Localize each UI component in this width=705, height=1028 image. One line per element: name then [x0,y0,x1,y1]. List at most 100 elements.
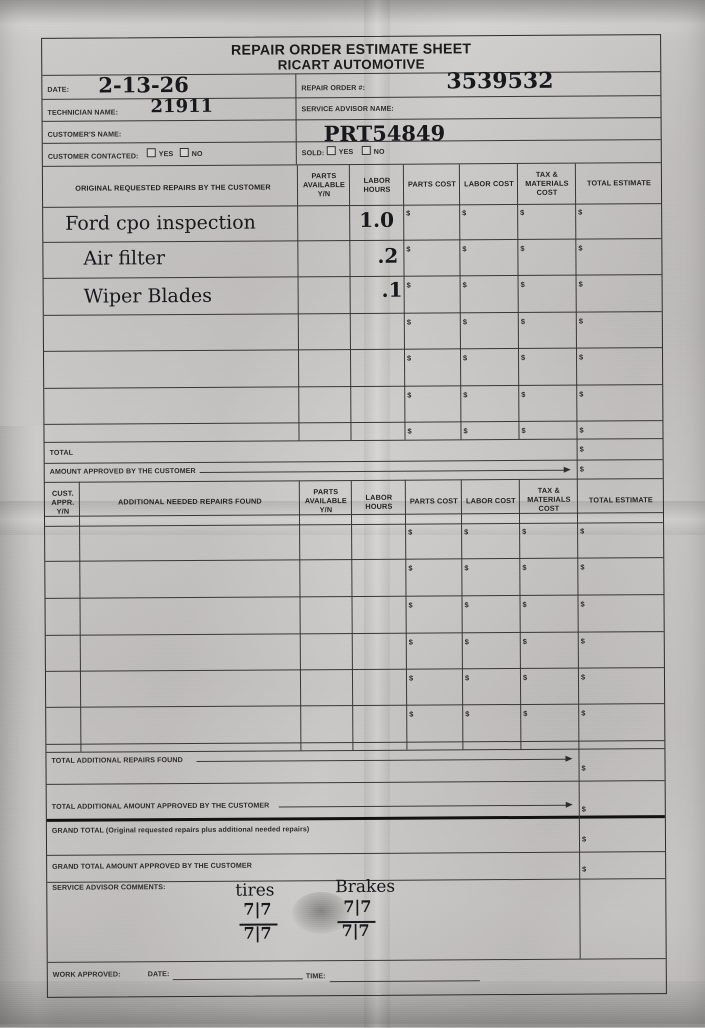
t2-col-total-estimate: TOTAL ESTIMATE [588,495,653,505]
rule-t2-col2 [350,480,354,751]
comment-note2-title[interactable]: Brakes [335,876,396,898]
t1-approved-leader [199,469,565,473]
t2-currency-tax: $ [522,526,527,536]
rule-total-col [576,438,578,479]
service-advisor-comments-label: SERVICE ADVISOR COMMENTS: [52,883,166,892]
rule-t1-col4 [458,164,462,440]
t2-currency-total: $ [580,636,585,646]
t2-currency-total: $ [580,599,585,609]
service-advisor-name-value[interactable]: PRT54849 [323,120,446,147]
t2-currency-total: $ [580,672,586,682]
t2-currency-tax: $ [522,599,527,609]
rule-t2-col6 [576,478,580,749]
service-advisor-name-label: SERVICE ADVISOR NAME: [301,104,394,114]
date-label: DATE: [47,85,70,94]
rule-t1-r5 [44,384,663,389]
date-value[interactable]: 2-13-26 [98,72,189,98]
t1-row-description[interactable]: Air filter [83,247,166,270]
rule-t2-col1 [298,480,302,751]
t2-col-labor-hours-l2: HOURS [365,501,393,511]
technician-name-value[interactable]: 21911 [150,95,214,118]
t2-currency-parts: $ [408,527,413,537]
rule-t2-r6 [46,703,665,708]
t2-col-labor-cost: LABOR COST [466,496,516,506]
t1-row-description[interactable]: Ford cpo inspection [65,211,256,235]
t2-currency-parts: $ [408,563,413,573]
t1-approved-arrow-icon [563,466,571,473]
t1-currency-total: $ [578,316,583,326]
t1-row-labor-hours[interactable]: 1.0 [359,207,395,232]
footer-date-label: DATE: [147,970,170,979]
customer-contacted-no-checkbox[interactable] [179,148,189,157]
rule-t2-col5 [518,478,522,749]
rule-t1-col3 [402,164,406,440]
sold-label: SOLD: [301,149,325,158]
comment-note2-line1[interactable]: 7|7 [343,896,372,917]
t1-col-tax-materials-l3: COST [536,187,558,197]
technician-name-label: TECHNICIAN NAME: [47,108,119,117]
t2-currency-labor: $ [464,637,469,647]
rule-total-bottom [44,459,663,464]
repair-order-number-value[interactable]: 3539532 [446,67,554,95]
t1-currency-parts: $ [406,244,411,254]
total-additional-approved-currency: $ [581,804,586,814]
t1-currency-labor: $ [463,390,468,400]
rule-t2-col4 [460,479,464,750]
t2-currency-parts: $ [408,673,414,683]
total-additional-found-arrow-icon [565,755,573,762]
total-additional-approved-label: TOTAL ADDITIONAL AMOUNT APPROVED BY THE … [51,801,270,811]
t2-currency-parts: $ [409,709,414,719]
comment-note1-title[interactable]: tires [235,880,275,901]
rule-footer-top [47,958,666,963]
rule-t1-r1 [43,238,662,243]
rule-t2-r7 [46,740,665,745]
t1-currency-total: $ [578,243,583,253]
rule-approved-bottom [44,478,663,483]
t2-currency-tax: $ [523,708,528,718]
rule-grand-total-separator [46,815,665,823]
rule-t1-col5 [516,163,520,439]
t1-currency-parts: $ [406,208,411,218]
rule-t1-r2 [43,274,662,279]
footer-date-line [172,978,303,981]
t1-currency-total: $ [578,279,583,289]
t1-currency-parts: $ [407,426,412,436]
grand-total-approved-label: GRAND TOTAL AMOUNT APPROVED BY THE CUSTO… [52,861,252,871]
t1-currency-parts: $ [406,317,411,327]
comment-note1-line1[interactable]: 7|7 [243,899,272,919]
rule-t1-r4 [43,347,662,352]
rule-t1-r7 [44,438,663,443]
t2-currency-tax: $ [522,636,527,646]
t1-row-labor-hours[interactable]: .1 [381,277,403,302]
t1-currency-tax: $ [520,243,525,253]
customer-contacted-yes-checkbox[interactable] [146,148,156,157]
footer-time-label: TIME: [305,972,326,981]
total-additional-found-currency: $ [581,763,586,773]
rule-t2-r1 [45,522,664,527]
comment-note1-line2[interactable]: 7|7 [243,923,272,943]
t2-currency-tax: $ [522,672,528,682]
t2-col-parts-cost: PARTS COST [409,496,458,506]
t2-currency-labor: $ [464,527,469,537]
rule-total-add-found [46,780,665,785]
work-approved-label: WORK APPROVED: [52,970,121,979]
rule-t1-header-bottom [43,203,662,208]
rule-t2-r4 [45,631,664,636]
footer-time-line [329,980,480,983]
t1-row-labor-hours[interactable]: .2 [377,243,399,268]
t1-col-labor-cost: LABOR COST [464,179,514,189]
t1-row-description[interactable]: Wiper Blades [83,284,213,308]
customer-contacted-yes-label: YES [158,150,174,159]
rule-t1-col6 [574,163,578,439]
t1-currency-labor: $ [462,280,467,290]
t2-currency-labor: $ [464,673,470,683]
t1-col-parts-available-l3: Y/N [317,189,331,199]
t1-col-total-estimate: TOTAL ESTIMATE [586,178,651,188]
t2-currency-labor: $ [464,563,469,573]
t2-currency-total: $ [580,562,585,572]
sold-yes-checkbox[interactable] [326,146,336,155]
comment-note2-line2[interactable]: 7|7 [341,920,370,941]
sold-no-checkbox[interactable] [361,145,371,155]
t2-currency-total: $ [581,708,586,718]
t2-col-parts-available-l3: Y/N [319,505,333,515]
